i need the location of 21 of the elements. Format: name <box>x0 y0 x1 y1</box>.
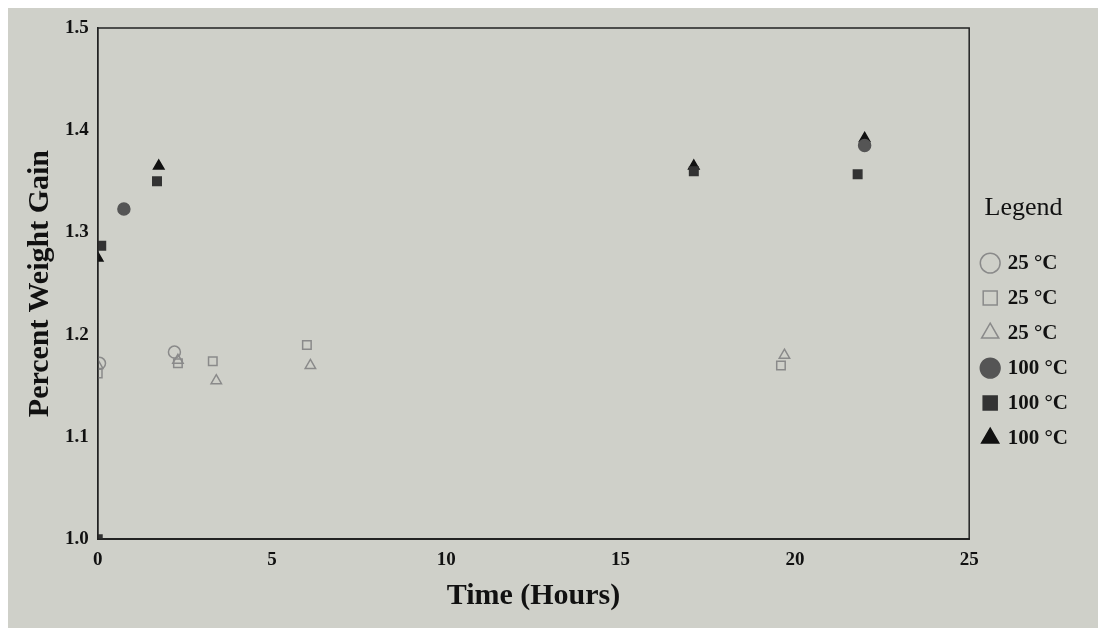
x-tick-label: 5 <box>267 547 277 569</box>
legend-title: Legend <box>984 192 1063 222</box>
legend-label: 25 °C <box>1007 284 1058 309</box>
y-tick-label: 1.3 <box>65 220 89 242</box>
legend-label: 25 °C <box>1007 249 1058 274</box>
x-tick-label: 20 <box>785 547 805 569</box>
x-tick-label: 0 <box>93 547 103 569</box>
legend-label: 100 °C <box>1007 354 1069 379</box>
y-tick-label: 1.1 <box>65 424 89 446</box>
legend-label: 100 °C <box>1007 389 1069 414</box>
y-tick-label: 1.2 <box>65 322 89 344</box>
x-tick-label: 25 <box>959 547 979 569</box>
x-tick-label: 10 <box>436 547 456 569</box>
legend-label: 100 °C <box>1007 424 1069 449</box>
legend-label: 25 °C <box>1007 319 1058 344</box>
y-tick-label: 1.5 <box>65 15 89 37</box>
y-axis-title: Percent Weight Gain <box>20 149 54 418</box>
x-axis-title: Time (Hours) <box>446 576 621 611</box>
x-tick-label: 15 <box>611 547 631 569</box>
y-tick-label: 1.4 <box>65 118 90 140</box>
y-tick-label: 1.0 <box>65 527 89 549</box>
